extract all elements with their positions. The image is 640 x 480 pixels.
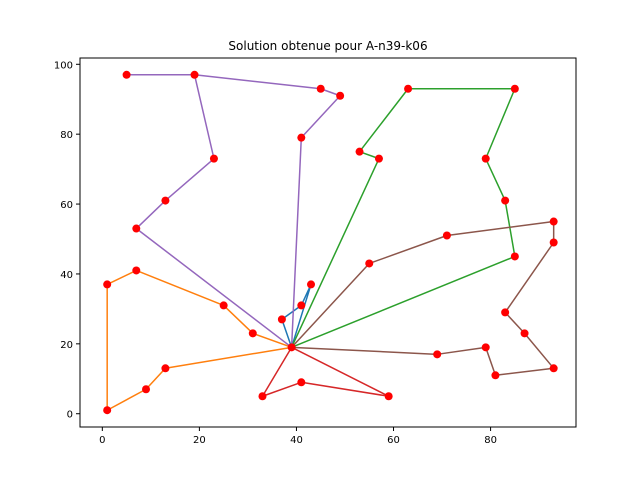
customer-point xyxy=(122,70,131,79)
customer-point xyxy=(103,406,112,415)
x-tick-label: 20 xyxy=(193,435,206,446)
x-tick-label: 80 xyxy=(484,435,497,446)
y-tick-label: 60 xyxy=(60,200,73,211)
chart-title: Solution obtenue pour A-n39-k06 xyxy=(228,39,427,53)
customer-point xyxy=(365,259,374,268)
customer-point xyxy=(316,84,325,93)
customer-point xyxy=(190,70,199,79)
customer-point xyxy=(501,196,510,205)
x-tick-label: 40 xyxy=(290,435,303,446)
customer-point xyxy=(219,301,228,310)
customer-point xyxy=(481,343,490,352)
customer-point xyxy=(248,329,257,338)
customer-point xyxy=(132,266,141,275)
customer-point xyxy=(520,329,529,338)
customer-point xyxy=(161,196,170,205)
customer-point xyxy=(161,364,170,373)
customer-point xyxy=(433,350,442,359)
customer-point xyxy=(297,378,306,387)
customer-point xyxy=(297,301,306,310)
x-tick-label: 0 xyxy=(99,435,105,446)
customer-point xyxy=(258,392,267,401)
customer-point xyxy=(307,280,316,289)
customer-point xyxy=(355,147,364,156)
customer-point xyxy=(491,371,500,380)
y-tick-label: 80 xyxy=(60,130,73,141)
customer-point xyxy=(510,84,519,93)
customer-point xyxy=(481,154,490,163)
y-tick-label: 100 xyxy=(54,60,73,71)
x-axis: 0 20 40 60 80 xyxy=(99,427,497,446)
customer-point xyxy=(103,280,112,289)
customer-point xyxy=(549,364,558,373)
plot-frame xyxy=(79,57,577,428)
depot-point xyxy=(287,343,296,352)
customer-point xyxy=(209,154,218,163)
route-6-line xyxy=(291,220,555,377)
customer-point xyxy=(277,315,286,324)
points-layer xyxy=(103,70,558,415)
customer-point xyxy=(510,252,519,261)
customer-point xyxy=(404,84,413,93)
customer-point xyxy=(384,392,393,401)
customer-point xyxy=(549,217,558,226)
customer-point xyxy=(549,238,558,247)
customer-point xyxy=(374,154,383,163)
y-tick-label: 0 xyxy=(67,410,73,421)
customer-point xyxy=(142,385,151,394)
x-tick-label: 60 xyxy=(387,435,400,446)
customer-point xyxy=(442,231,451,240)
y-tick-label: 40 xyxy=(60,270,73,281)
customer-point xyxy=(132,224,141,233)
customer-point xyxy=(501,308,510,317)
y-tick-label: 20 xyxy=(60,340,73,351)
y-axis: 0 20 40 60 80 100 xyxy=(54,60,80,421)
customer-point xyxy=(336,91,345,100)
customer-point xyxy=(297,133,306,142)
